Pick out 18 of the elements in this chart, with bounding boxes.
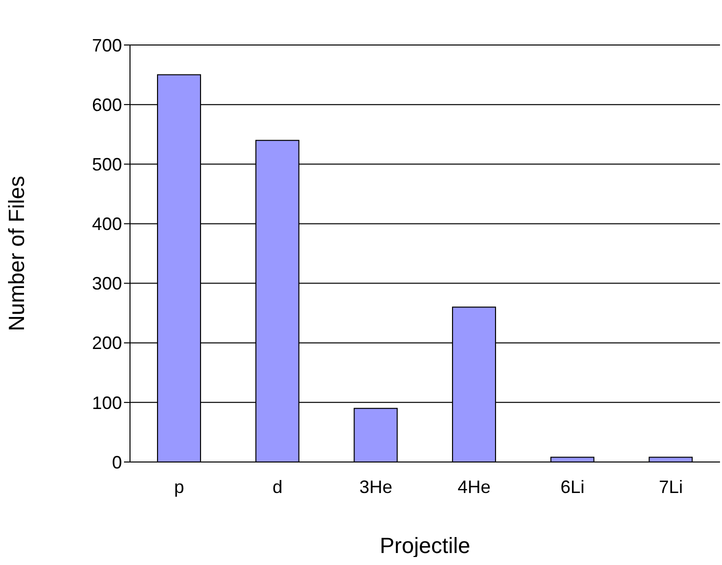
y-axis-title: Number of Files bbox=[4, 176, 29, 332]
bar bbox=[354, 408, 398, 462]
x-tick-label: p bbox=[174, 476, 184, 497]
y-tick-label: 500 bbox=[92, 154, 122, 175]
bar bbox=[550, 456, 594, 462]
bar bbox=[648, 456, 693, 462]
x-tick-label: 7Li bbox=[658, 476, 683, 497]
y-tick-label: 100 bbox=[92, 392, 122, 413]
y-tick-label: 300 bbox=[92, 274, 122, 294]
y-tick-label: 0 bbox=[112, 452, 122, 472]
x-tick-label: d bbox=[272, 476, 283, 497]
y-tick-label: 200 bbox=[92, 333, 122, 354]
x-tick-label: 4He bbox=[458, 476, 491, 497]
y-tick-label: 700 bbox=[92, 35, 122, 56]
y-tick-label: 600 bbox=[92, 94, 122, 115]
x-tick-label: 6Li bbox=[560, 476, 585, 497]
x-tick-label: 3He bbox=[359, 476, 392, 497]
y-tick-label: 400 bbox=[92, 214, 122, 234]
